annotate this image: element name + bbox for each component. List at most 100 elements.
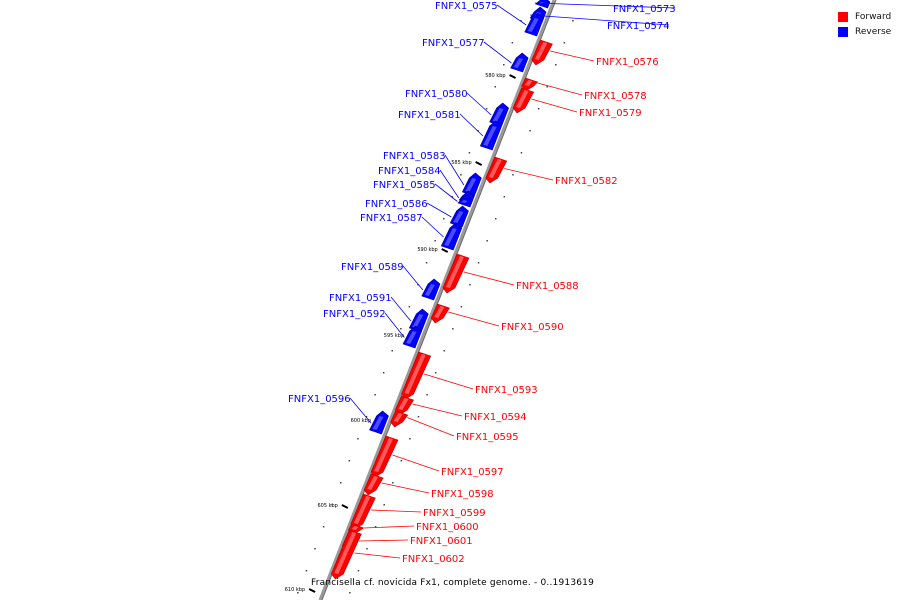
kbp-tick-mark (308, 588, 316, 593)
gene-glyph-fnfx1_0573[interactable] (535, 0, 551, 9)
minor-tick-dot (485, 108, 488, 110)
gene-leader-line (550, 50, 595, 62)
minor-tick-dot (503, 196, 506, 198)
gene-glyph-shade (534, 42, 548, 60)
gene-label-fnfx1_0578[interactable]: FNFX1_0578 (584, 91, 647, 102)
gene-leader-line (444, 154, 465, 186)
gene-glyph-shade (524, 80, 533, 86)
gene-label-fnfx1_0581[interactable]: FNFX1_0581 (398, 110, 461, 121)
minor-tick-dot (392, 482, 394, 484)
gene-glyph-shade (424, 284, 436, 296)
kbp-tick-mark (475, 161, 483, 166)
gene-leader-line (381, 482, 430, 494)
minor-tick-dot (297, 592, 299, 594)
minor-tick-dot (468, 152, 471, 154)
minor-tick-dot (417, 416, 420, 418)
minor-tick-dot (374, 394, 376, 396)
minor-tick-dot (512, 174, 514, 176)
gene-leader-line (426, 202, 452, 218)
gene-leader-line (349, 397, 372, 424)
minor-tick-dot (400, 328, 402, 330)
gene-leader-line (354, 552, 401, 559)
kbp-tick-label: 590 kbp (417, 247, 437, 253)
legend-item-reverse: Reverse (838, 24, 891, 39)
gene-glyph-shade (461, 200, 468, 203)
minor-tick-dot (349, 592, 351, 594)
gene-label-fnfx1_0576[interactable]: FNFX1_0576 (596, 57, 659, 68)
minor-tick-dot (314, 548, 316, 550)
gene-leader-line (530, 14, 670, 26)
minor-tick-dot (469, 284, 471, 286)
gene-leader-line (531, 98, 578, 113)
gene-label-fnfx1_0602[interactable]: FNFX1_0602 (402, 554, 465, 565)
minor-tick-dot (520, 152, 523, 154)
minor-tick-dot (460, 306, 463, 308)
minor-tick-dot (460, 174, 462, 176)
gene-label-fnfx1_0596[interactable]: FNFX1_0596 (288, 394, 351, 405)
genome-caption: Francisella cf. novicida Fx1, complete g… (311, 578, 595, 588)
gene-label-fnfx1_0592[interactable]: FNFX1_0592 (323, 309, 386, 320)
gene-label-fnfx1_0601[interactable]: FNFX1_0601 (410, 536, 473, 547)
gene-label-fnfx1_0588[interactable]: FNFX1_0588 (516, 281, 579, 292)
minor-tick-dot (477, 262, 480, 264)
gene-label-fnfx1_0574[interactable]: FNFX1_0574 (607, 21, 670, 32)
gene-label-fnfx1_0582[interactable]: FNFX1_0582 (555, 176, 618, 187)
minor-tick-dot (563, 42, 566, 44)
minor-tick-dot (537, 108, 540, 110)
gene-glyph-shade (374, 438, 393, 472)
gene-label-fnfx1_0599[interactable]: FNFX1_0599 (423, 508, 486, 519)
gene-label-fnfx1_0575[interactable]: FNFX1_0575 (435, 1, 498, 12)
gene-label-fnfx1_0573[interactable]: FNFX1_0573 (613, 4, 676, 15)
gene-glyph-shade (351, 526, 359, 530)
minor-tick-dot (322, 526, 325, 528)
gene-label-fnfx1_0589[interactable]: FNFX1_0589 (341, 262, 404, 273)
gene-glyph-shade (334, 532, 357, 574)
gene-leader-line (504, 168, 554, 181)
minor-tick-dot (434, 240, 436, 242)
minor-tick-dot (503, 64, 505, 66)
gene-label-fnfx1_0600[interactable]: FNFX1_0600 (416, 522, 479, 533)
gene-label-fnfx1_0590[interactable]: FNFX1_0590 (501, 322, 564, 333)
gene-label-fnfx1_0579[interactable]: FNFX1_0579 (579, 108, 642, 119)
gene-label-fnfx1_0585[interactable]: FNFX1_0585 (373, 180, 436, 191)
gene-label-fnfx1_0598[interactable]: FNFX1_0598 (431, 489, 494, 500)
gene-leader-line (534, 2, 676, 9)
gene-label-fnfx1_0593[interactable]: FNFX1_0593 (475, 385, 538, 396)
minor-tick-dot (443, 350, 445, 352)
gene-glyph-shade (483, 126, 497, 146)
kbp-tick-mark (441, 248, 449, 253)
minor-tick-dot (555, 64, 557, 66)
gene-label-fnfx1_0577[interactable]: FNFX1_0577 (422, 38, 485, 49)
gene-glyph-shade (527, 18, 539, 32)
minor-tick-dot (546, 86, 548, 88)
gene-glyph-shade (465, 178, 477, 192)
gene-leader-line (483, 41, 512, 64)
gene-label-fnfx1_0580[interactable]: FNFX1_0580 (405, 89, 468, 100)
gene-label-fnfx1_0583[interactable]: FNFX1_0583 (383, 151, 446, 162)
gene-leader-line (463, 271, 515, 286)
kbp-tick-label: 595 kbp (384, 333, 404, 339)
gene-leader-line (448, 311, 500, 327)
gene-leader-line (364, 525, 415, 529)
gene-glyph-shade (398, 398, 409, 410)
minor-tick-dot (374, 526, 377, 528)
gene-leader-line (439, 169, 460, 199)
gene-label-fnfx1_0584[interactable]: FNFX1_0584 (378, 166, 441, 177)
gene-label-fnfx1_0595[interactable]: FNFX1_0595 (456, 432, 519, 443)
genome-backbone (318, 0, 556, 600)
gene-label-fnfx1_0594[interactable]: FNFX1_0594 (464, 412, 527, 423)
strand-legend: Forward Reverse (838, 9, 891, 39)
gene-leader-line (537, 82, 583, 96)
gene-leader-line (496, 4, 527, 26)
gene-leader-line (407, 417, 455, 437)
gene-leader-line (371, 509, 422, 513)
gene-leader-line (392, 454, 440, 472)
gene-label-fnfx1_0587[interactable]: FNFX1_0587 (360, 213, 423, 224)
gene-glyph-shade (445, 256, 464, 288)
gene-label-fnfx1_0597[interactable]: FNFX1_0597 (441, 467, 504, 478)
gene-label-fnfx1_0586[interactable]: FNFX1_0586 (365, 199, 428, 210)
kbp-tick-label: 580 kbp (485, 73, 505, 79)
legend-label-reverse: Reverse (855, 26, 892, 37)
gene-label-fnfx1_0591[interactable]: FNFX1_0591 (329, 293, 392, 304)
kbp-tick-label: 585 kbp (451, 160, 471, 166)
